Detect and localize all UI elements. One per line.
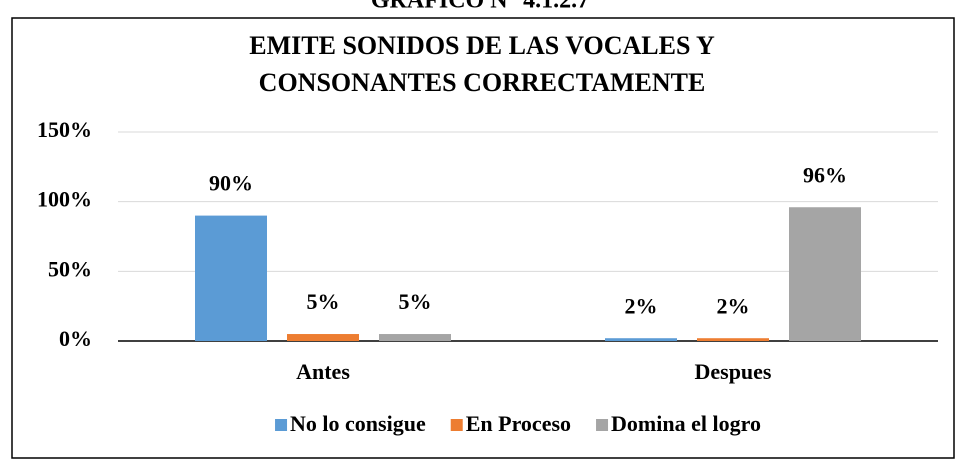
legend-label: Domina el logro (611, 411, 761, 436)
chart-title: EMITE SONIDOS DE LAS VOCALES Y (249, 31, 715, 60)
data-label: 2% (717, 293, 750, 318)
data-label: 2% (625, 293, 658, 318)
bar (195, 215, 267, 341)
data-label: 5% (399, 289, 432, 314)
legend-marker (450, 419, 463, 431)
legend-label: No lo consigue (290, 411, 426, 436)
heading: GRAFICO N° 4.1.2.7 (371, 0, 589, 14)
bar (697, 338, 769, 341)
bar (789, 207, 861, 341)
data-label: 90% (209, 171, 253, 196)
y-tick-label: 100% (37, 187, 92, 212)
data-label: 96% (803, 162, 847, 187)
data-label: 5% (307, 289, 340, 314)
bar (605, 338, 677, 341)
bar (287, 334, 359, 341)
legend-label: En Proceso (466, 411, 571, 436)
x-tick-label: Despues (694, 359, 771, 384)
legend-marker (596, 419, 609, 431)
y-tick-label: 150% (37, 117, 92, 142)
y-tick-label: 50% (48, 256, 92, 281)
bar (379, 334, 451, 341)
y-tick-label: 0% (59, 326, 92, 351)
chart-title: CONSONANTES CORRECTAMENTE (259, 68, 706, 97)
legend-marker (275, 419, 288, 431)
x-tick-label: Antes (296, 359, 350, 384)
